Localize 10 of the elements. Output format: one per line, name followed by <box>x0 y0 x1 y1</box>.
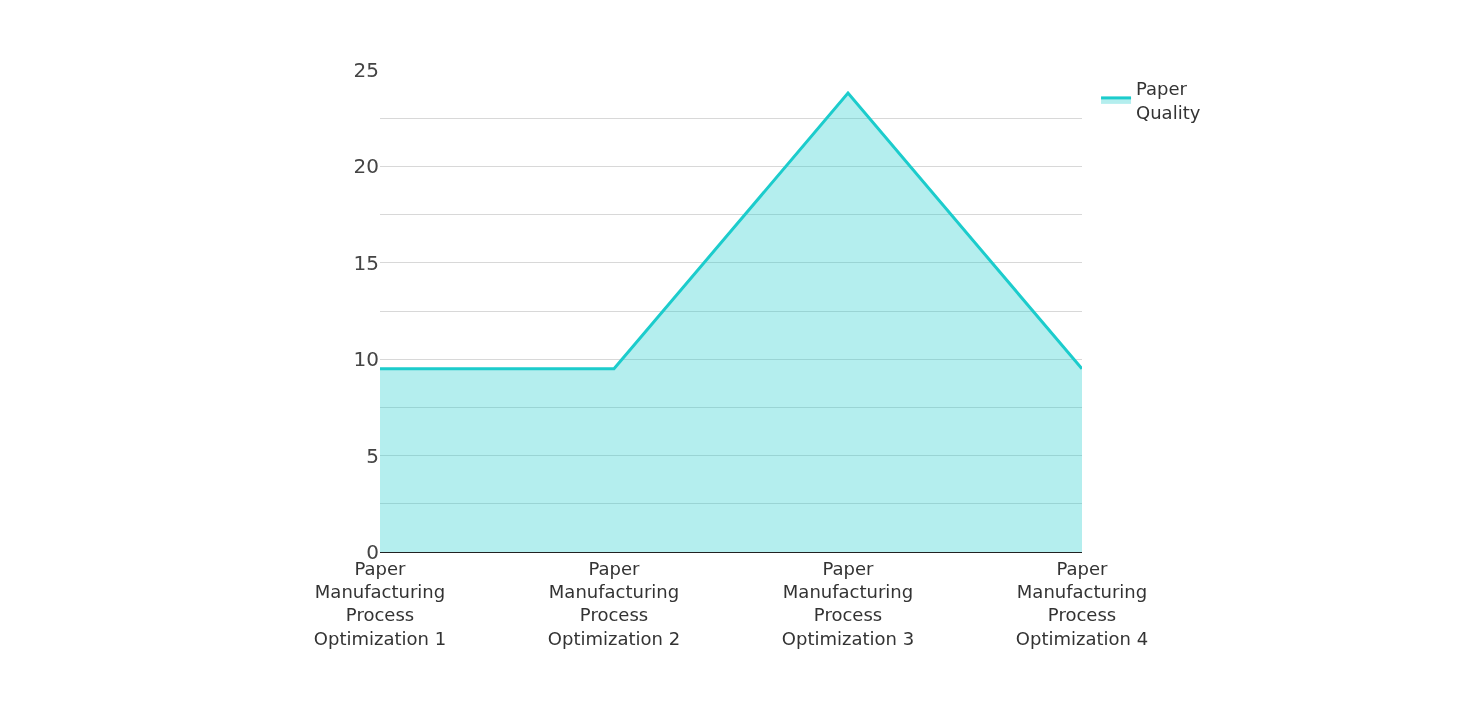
y-tick-label: 10 <box>353 347 379 372</box>
x-tick-label: Paper Manufacturing Process Optimization 3 <box>781 557 915 649</box>
y-tick-label: 15 <box>353 250 379 275</box>
x-tick-label: Paper Manufacturing Process Optimization 2 <box>547 557 681 649</box>
legend-label: Paper Quality <box>1136 78 1201 123</box>
y-tick-label: 5 <box>366 443 379 468</box>
y-tick-label: 20 <box>353 154 379 179</box>
y-tick-label: 0 <box>366 540 379 564</box>
y-tick-label: 25 <box>353 58 379 82</box>
x-tick-label: Paper Manufacturing Process Optimization 4 <box>1015 557 1149 649</box>
